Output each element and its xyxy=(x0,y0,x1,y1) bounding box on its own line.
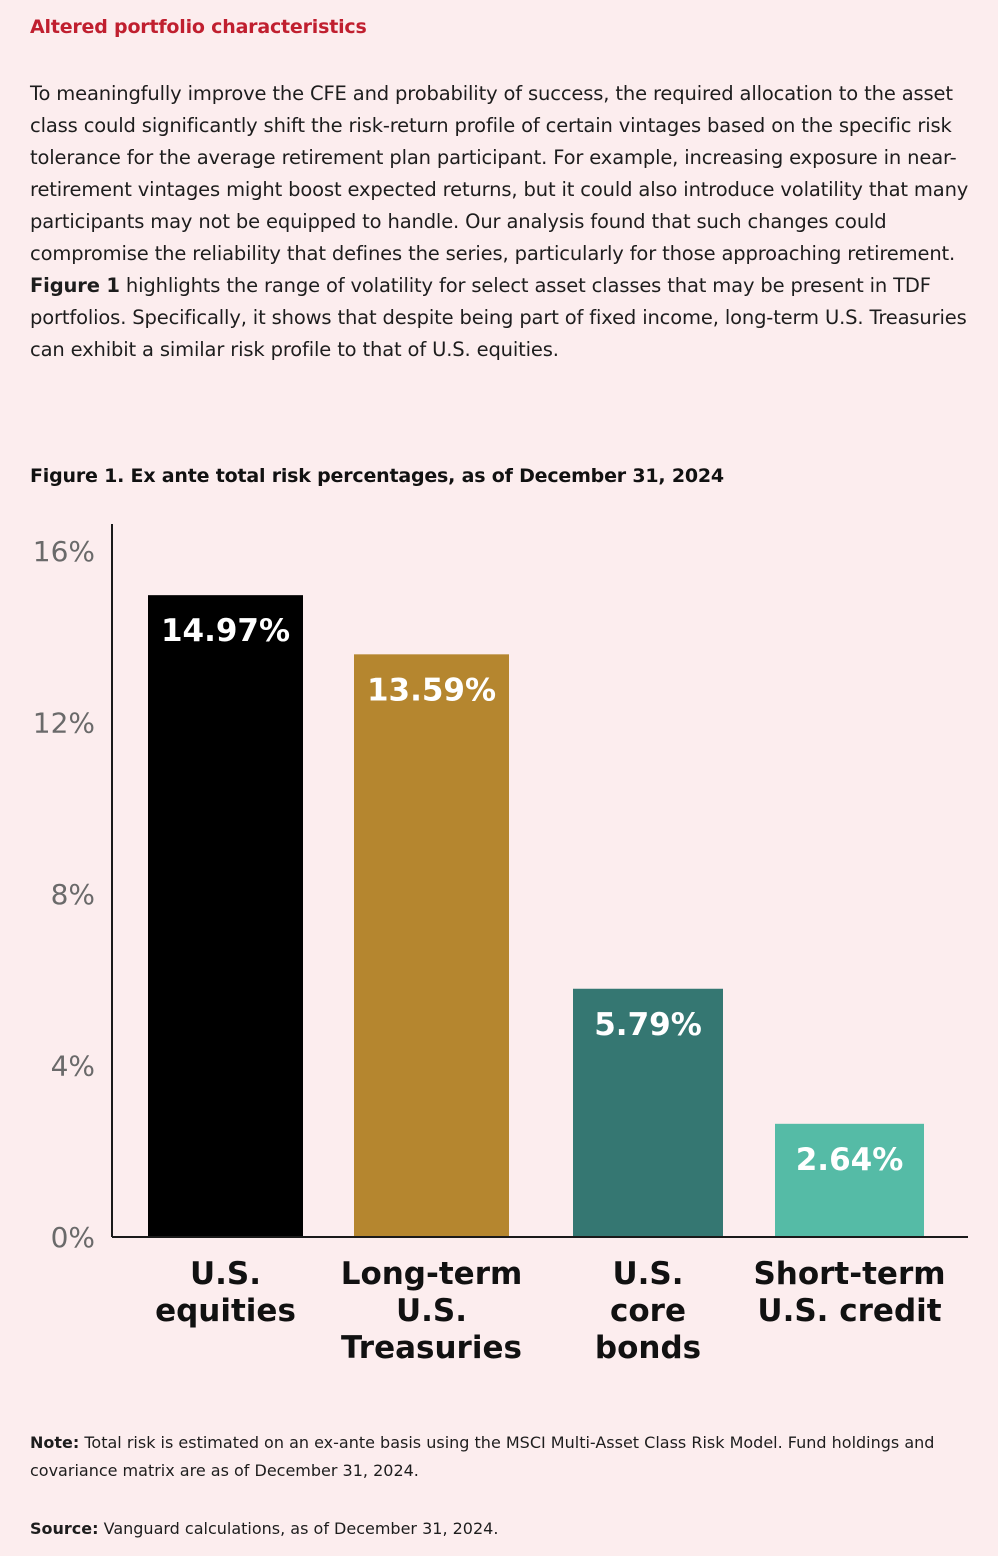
bar xyxy=(573,988,723,1237)
y-tick-label: 4% xyxy=(51,1050,95,1083)
risk-bar-chart: 0%4%8%12%16%14.97%13.59%5.79%2.64%U.S. eq… xyxy=(33,524,968,1366)
body-paragraph: To meaningfully improve the CFE and prob… xyxy=(30,78,974,366)
x-category-label-line: equities xyxy=(155,1293,296,1329)
x-category-label-line: Treasuries xyxy=(341,1330,522,1366)
data-label: 14.97% xyxy=(161,613,290,649)
x-category-label-line: Long-term xyxy=(341,1256,523,1292)
figure-title: Figure 1. Ex ante total risk percentages… xyxy=(30,465,724,487)
section-heading: Altered portfolio characteristics xyxy=(30,16,367,38)
data-label: 13.59% xyxy=(367,672,496,708)
data-label: 2.64% xyxy=(796,1142,904,1178)
x-category-label: U.S. core bonds xyxy=(595,1256,701,1366)
body-paragraph-main: To meaningfully improve the CFE and prob… xyxy=(30,82,969,265)
data-label: 5.79% xyxy=(594,1007,702,1043)
y-tick-label: 12% xyxy=(33,707,95,740)
x-category-label-line: U.S. xyxy=(190,1256,261,1292)
x-category-label-line: Short-term xyxy=(753,1256,945,1292)
bar xyxy=(148,595,303,1237)
source-text: Vanguard calculations, as of December 31… xyxy=(103,1519,499,1538)
body-paragraph-figure: highlights the range of volatility for s… xyxy=(30,274,967,361)
x-category-label-line: U.S. credit xyxy=(757,1293,941,1329)
x-category-label-line: bonds xyxy=(595,1330,701,1366)
source-lead: Source: xyxy=(30,1519,99,1538)
x-category-label: Long-term U.S. Treasuries xyxy=(341,1256,523,1366)
y-tick-label: 8% xyxy=(51,878,95,911)
note-lead: Note: xyxy=(30,1433,80,1452)
y-tick-label: 0% xyxy=(51,1221,95,1254)
y-tick-label: 16% xyxy=(33,535,95,568)
bar xyxy=(354,654,509,1237)
x-category-label-line: U.S. xyxy=(612,1256,683,1292)
source: Source: Vanguard calculations, as of Dec… xyxy=(30,1515,498,1543)
x-category-label-line: U.S. xyxy=(396,1293,467,1329)
x-category-label: U.S. equities xyxy=(155,1256,296,1329)
bar xyxy=(775,1123,924,1237)
x-category-label: Short-term U.S. credit xyxy=(753,1256,945,1329)
figure-reference: Figure 1 xyxy=(30,274,120,297)
x-category-label-line: core xyxy=(610,1293,686,1329)
note: Note: Total risk is estimated on an ex-a… xyxy=(30,1429,960,1485)
note-text: Total risk is estimated on an ex-ante ba… xyxy=(30,1433,935,1480)
